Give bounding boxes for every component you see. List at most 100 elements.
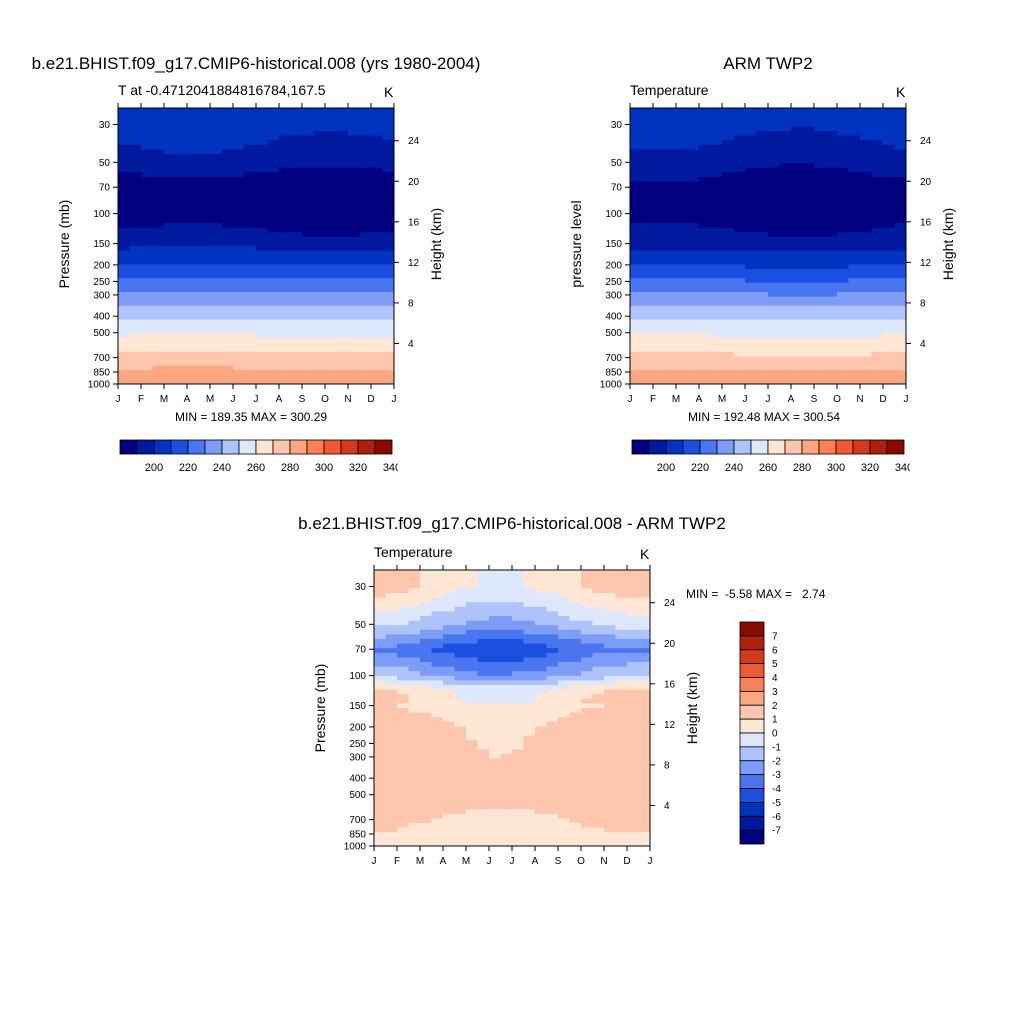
heatmap-cell: [791, 167, 803, 173]
heatmap-cell: [687, 149, 700, 155]
heatmap-cell: [443, 721, 455, 727]
heatmap-cell: [791, 241, 803, 247]
heatmap-cell: [408, 740, 421, 746]
heatmap-cell: [604, 597, 616, 603]
colorbar-swatch: [739, 760, 765, 776]
heatmap-cell: [558, 804, 570, 810]
heatmap-cell: [894, 365, 907, 371]
heatmap-cell: [118, 310, 130, 316]
heatmap-cell: [676, 190, 688, 196]
heatmap-cell: [535, 781, 547, 787]
heatmap-cell: [638, 767, 651, 773]
heatmap-cell: [630, 117, 642, 123]
heatmap-cell: [454, 588, 467, 594]
heatmap-cell: [523, 754, 536, 760]
heatmap-cell: [374, 689, 386, 695]
heatmap-cell: [141, 328, 153, 334]
heatmap-cell: [756, 218, 769, 224]
heatmap-cell: [546, 823, 559, 829]
colorbar-swatch: [739, 815, 765, 831]
heatmap-cell: [848, 154, 861, 160]
heatmap-cell: [244, 108, 257, 114]
colorbar-label: 260: [247, 462, 265, 474]
heatmap-cell: [641, 361, 654, 367]
heatmap-cell: [768, 324, 780, 330]
heatmap-cell: [233, 365, 245, 371]
heatmap-cell: [198, 287, 211, 293]
heatmap-cell: [371, 227, 383, 233]
heatmap-cell: [279, 181, 291, 187]
heatmap-cell: [221, 163, 234, 169]
colorbar-label: -6: [772, 812, 781, 823]
heatmap-cell: [129, 379, 142, 385]
heatmap-cell: [512, 639, 524, 645]
heatmap-cell: [615, 606, 628, 612]
heatmap-cell: [837, 236, 849, 242]
heatmap-cell: [710, 370, 723, 376]
heatmap-cell: [466, 694, 478, 700]
heatmap-cell: [325, 241, 337, 247]
heatmap-cell: [325, 361, 337, 367]
heatmap-cell: [581, 790, 593, 796]
heatmap-cell: [325, 112, 337, 118]
heatmap-cell: [141, 144, 153, 150]
heatmap-cell: [768, 190, 780, 196]
heatmap-cell: [546, 809, 559, 815]
chart2-colorbar: 200220240260280300320340: [631, 439, 910, 474]
heatmap-cell: [664, 374, 677, 380]
heatmap-cell: [489, 597, 501, 603]
heatmap-cell: [710, 315, 723, 321]
heatmap-cell: [837, 112, 849, 118]
heatmap-cell: [768, 338, 780, 344]
heatmap-cell: [871, 163, 884, 169]
heatmap-cell: [664, 181, 677, 187]
heatmap-cell: [466, 708, 478, 714]
heatmap-cell: [164, 319, 176, 325]
heatmap-cell: [733, 177, 746, 183]
heatmap-cell: [420, 767, 432, 773]
heatmap-cell: [267, 121, 280, 127]
heatmap-cell: [756, 324, 769, 330]
heatmap-cell: [641, 273, 654, 279]
heatmap-cell: [664, 278, 677, 284]
heatmap-cell: [848, 315, 861, 321]
heatmap-cell: [535, 744, 547, 750]
heatmap-cell: [653, 177, 665, 183]
heatmap-cell: [397, 583, 409, 589]
heatmap-cell: [604, 685, 616, 691]
heatmap-cell: [676, 379, 688, 385]
heatmap-cell: [374, 836, 386, 842]
heatmap-cell: [152, 328, 165, 334]
heatmap-cell: [256, 154, 268, 160]
heatmap-cell: [221, 144, 234, 150]
heatmap-cell: [348, 296, 360, 302]
heatmap-cell: [221, 250, 234, 256]
heatmap-cell: [359, 310, 372, 316]
heatmap-cell: [408, 804, 421, 810]
heatmap-cell: [466, 597, 478, 603]
heatmap-cell: [302, 232, 314, 238]
heatmap-cell: [279, 172, 291, 178]
heatmap-cell: [267, 209, 280, 215]
colorbar-label: 3: [772, 687, 778, 698]
heatmap-cell: [244, 319, 257, 325]
heatmap-cell: [129, 255, 142, 261]
heatmap-cell: [454, 827, 467, 833]
heatmap-cell: [187, 310, 199, 316]
heatmap-cell: [779, 131, 792, 137]
heatmap-cell: [802, 190, 815, 196]
heatmap-cell: [630, 144, 642, 150]
heatmap-cell: [267, 177, 280, 183]
heatmap-cell: [523, 685, 536, 691]
y-tick-label: 30: [355, 582, 367, 593]
heatmap-cell: [699, 223, 711, 229]
heatmap-cell: [141, 140, 153, 146]
heatmap-cell: [325, 347, 337, 353]
y-tick-label: 100: [605, 209, 622, 220]
heatmap-cell: [569, 666, 582, 672]
heatmap-cell: [630, 351, 642, 357]
heatmap-cell: [630, 195, 642, 201]
heatmap-cell: [604, 726, 616, 732]
heatmap-cell: [604, 795, 616, 801]
